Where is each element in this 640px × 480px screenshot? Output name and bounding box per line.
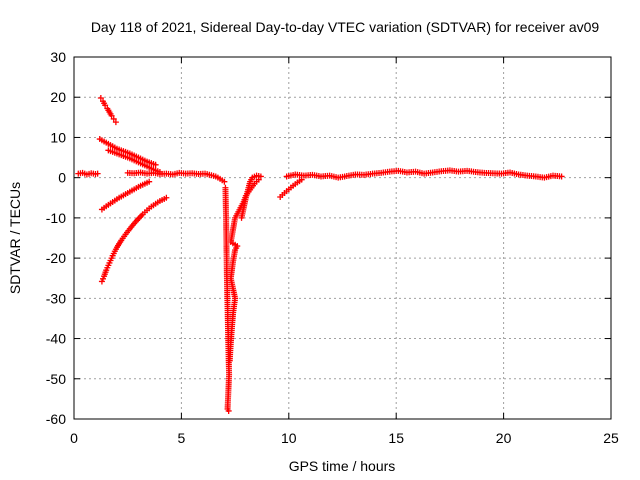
grid [74,57,611,419]
y-tick-label: -60 [46,411,66,427]
x-tick-label: 20 [496,430,512,446]
y-tick-label: 30 [50,49,66,65]
data-point-marker [112,119,119,126]
x-tick-label: 15 [388,430,404,446]
y-tick-label: -30 [46,290,66,306]
y-tick-label: 10 [50,129,66,145]
y-tick-label: -10 [46,210,66,226]
data-point-marker [110,115,117,122]
data-point-marker [163,194,170,201]
x-tick-label: 0 [70,430,78,446]
data-point-marker [97,95,104,102]
data-points [75,95,565,414]
data-point-marker [257,173,264,180]
data-point-marker [146,178,153,185]
y-tick-label: -20 [46,250,66,266]
plot-frame [73,56,612,420]
x-tick-label: 10 [281,430,297,446]
x-axis-label: GPS time / hours [289,458,396,474]
data-point-marker [94,170,101,177]
x-tick-label: 25 [603,430,619,446]
y-tick-label: 20 [50,89,66,105]
chart-title: Day 118 of 2021, Sidereal Day-to-day VTE… [91,19,600,35]
data-point-marker [108,112,115,119]
data-point-marker [102,102,109,109]
data-point-marker [221,178,228,185]
x-tick-label: 5 [178,430,186,446]
y-tick-label: -40 [46,331,66,347]
y-axis-label: SDTVAR / TECUs [7,182,23,294]
data-point-marker [558,173,565,180]
data-point-marker [225,407,232,414]
y-tick-label: -50 [46,371,66,387]
tick-group: 0 5 10 15 20 25 30 20 10 0 -10 -20 -30 -40 -50 -60 [46,49,619,446]
y-tick-label: 0 [58,170,66,186]
data-point-marker [152,161,159,168]
